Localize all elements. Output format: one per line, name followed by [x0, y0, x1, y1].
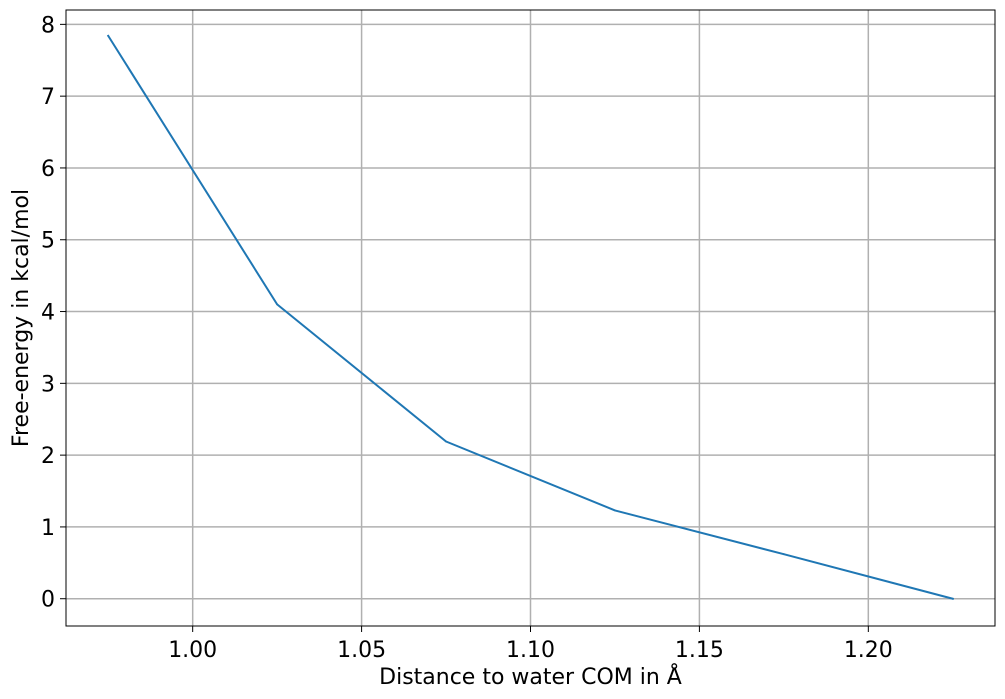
data-point — [782, 553, 785, 556]
y-tick-label: 2 — [41, 444, 55, 469]
grid-layer — [66, 10, 995, 626]
x-tick-label: 1.15 — [675, 638, 724, 663]
x-tick-label: 1.10 — [506, 638, 555, 663]
y-tick-label: 8 — [41, 13, 55, 38]
y-tick-label: 0 — [41, 588, 55, 613]
x-tick-label: 1.05 — [337, 638, 386, 663]
series-layer — [106, 34, 954, 600]
y-axis-label: Free-energy in kcal/mol — [9, 189, 34, 447]
x-axis-label: Distance to water COM in Å — [379, 663, 682, 690]
data-point — [276, 303, 279, 306]
x-tick-label: 1.00 — [168, 638, 217, 663]
y-tick-label: 1 — [41, 516, 55, 541]
y-tick-label: 4 — [41, 301, 55, 326]
data-point — [951, 597, 954, 600]
series-line-0 — [106, 34, 954, 600]
data-point — [445, 440, 447, 443]
y-tick-label: 3 — [41, 372, 55, 397]
y-tick-label: 7 — [41, 85, 55, 110]
y-tick-label: 6 — [41, 157, 55, 182]
ticks-layer: 1.00 1.05 1.10 1.15 1.20 0 1 2 3 4 5 6 7 8 — [41, 13, 893, 663]
y-tick-label: 5 — [41, 229, 55, 254]
x-tick-label: 1.20 — [844, 638, 893, 663]
data-point — [614, 509, 616, 512]
data-point — [107, 34, 110, 37]
